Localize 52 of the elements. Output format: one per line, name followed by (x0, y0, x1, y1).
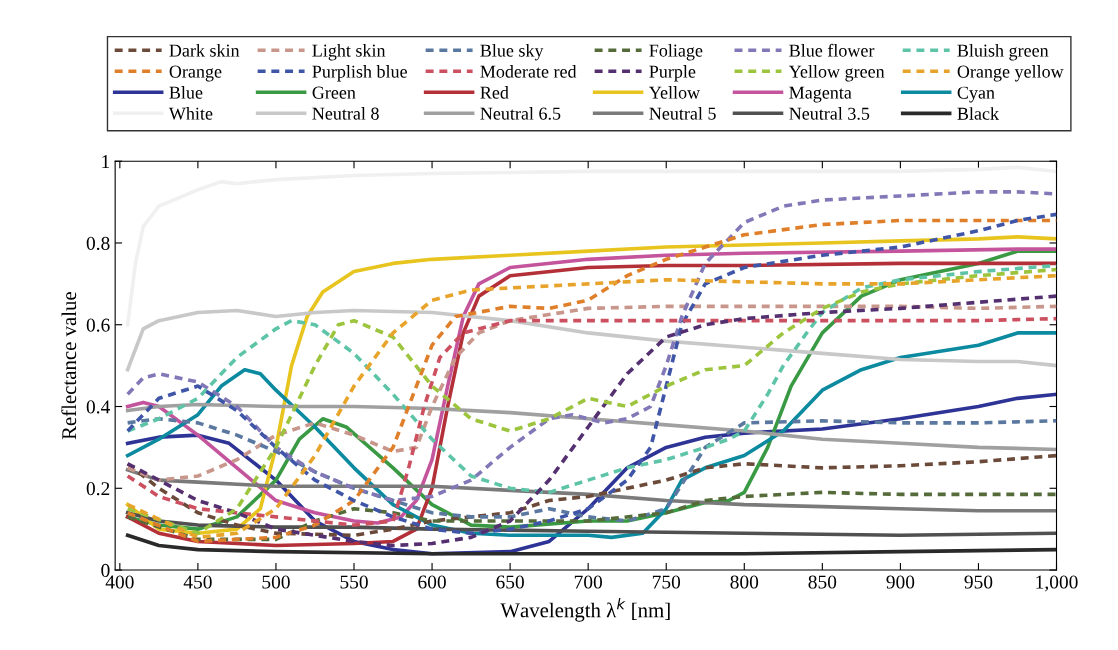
x-tick-label: 450 (183, 575, 212, 589)
legend-label: Yellow (648, 86, 701, 99)
y-tick-label: 0.6 (86, 318, 110, 332)
y-tick-label: 0.2 (86, 482, 110, 496)
line-series (125, 165, 1057, 327)
legend-label: Bluish green (957, 43, 1049, 61)
legend-label: Foliage (649, 43, 703, 61)
x-tick-label: 750 (652, 575, 681, 589)
legend-label: Light skin (312, 43, 386, 61)
y-tick-label: 0.4 (86, 400, 110, 414)
line-series (125, 308, 1057, 372)
legend-label: Neutral 3.5 (789, 107, 870, 120)
x-tick-label: 400 (105, 575, 134, 589)
legend-label: Blue flower (789, 43, 875, 57)
x-tick-label: 550 (340, 575, 368, 589)
legend-label: Yellow green (788, 64, 885, 82)
x-tick-label: 800 (730, 575, 759, 589)
y-tick-label: 1 (102, 155, 110, 168)
legend-label: Black (957, 107, 999, 120)
legend-label: Green (312, 86, 356, 99)
legend-label: Orange (169, 65, 222, 82)
line-series (125, 416, 1057, 523)
x-tick-label: 900 (886, 575, 915, 589)
legend-label: Cyan (957, 86, 995, 103)
legend-label: Neutral 6.5 (480, 107, 561, 120)
x-tick-label: 650 (496, 575, 524, 589)
x-tick-label: 500 (262, 575, 290, 589)
line-series (125, 490, 1057, 542)
x-tick-label: 950 (964, 575, 993, 589)
legend-label: White (168, 107, 213, 120)
y-axis-title: Reflectance value (61, 292, 77, 440)
x-tick-label: 700 (574, 575, 603, 589)
legend-label: Moderate red (480, 65, 577, 78)
x-tick-label: 850 (808, 575, 837, 589)
legend-label: Orange yellow (957, 65, 1064, 82)
legend-label: Neutral 5 (649, 107, 716, 120)
x-tick-label: 600 (418, 575, 446, 589)
legend-label: Dark skin (169, 43, 240, 57)
legend-label: Blue sky (480, 43, 544, 61)
y-tick-label: 0.8 (86, 236, 110, 250)
legend-label: Neutral 8 (312, 107, 379, 120)
legend-label: Blue (169, 86, 203, 99)
legend-label: Red (480, 86, 509, 99)
x-tick-label: 1,000 (1036, 575, 1078, 592)
legend-label: Purplish blue (312, 65, 407, 82)
y-tick-label: 0 (101, 563, 110, 577)
line-series (125, 533, 1057, 556)
x-axis-title: Wavelength λ$^{k}$ [nm] (500, 598, 670, 622)
legend-label: Purple (649, 65, 696, 82)
legend-label: Magenta (789, 86, 852, 103)
line-series (125, 304, 1057, 482)
line-series (125, 402, 1057, 452)
